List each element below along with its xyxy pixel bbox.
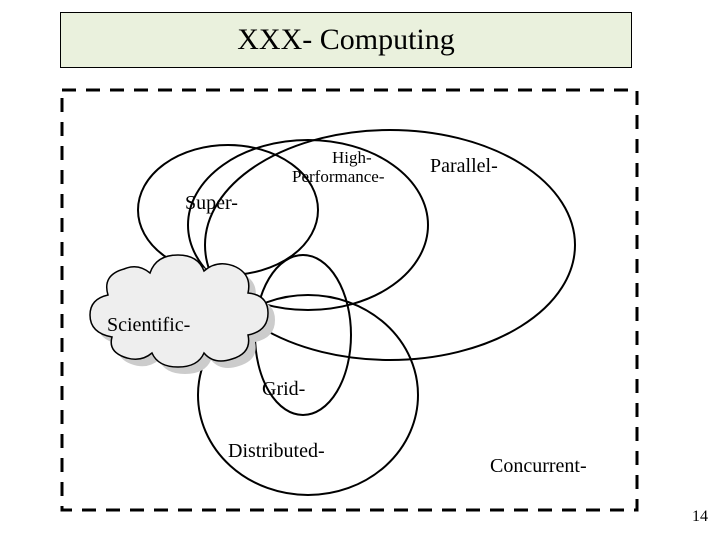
label-concurrent: Concurrent- xyxy=(490,455,587,478)
label-highperf-line2: Performance- xyxy=(292,167,385,187)
label-scientific: Scientific- xyxy=(107,314,190,337)
page-number: 14 xyxy=(692,508,708,526)
label-parallel: Parallel- xyxy=(430,155,498,178)
label-distributed: Distributed- xyxy=(228,440,325,463)
slide-stage: XXX- Computing Parallel- High- Performan… xyxy=(0,0,720,540)
label-super: Super- xyxy=(185,192,238,215)
label-grid: Grid- xyxy=(262,378,305,401)
diagram-svg xyxy=(0,0,720,540)
label-highperf-line1: High- xyxy=(332,148,372,168)
